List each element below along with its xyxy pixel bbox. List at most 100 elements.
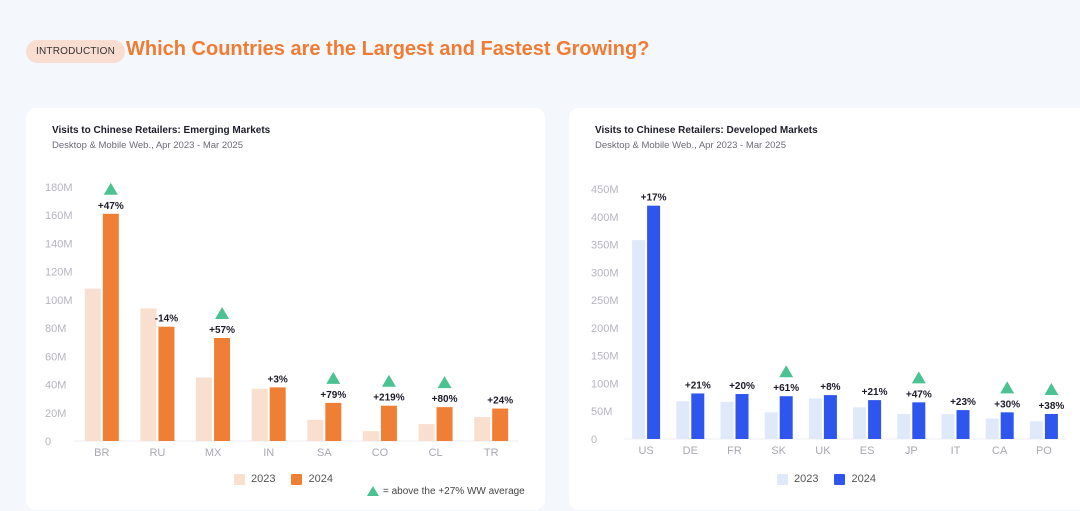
bar-2023-fr (720, 401, 734, 439)
above-average-triangle-icon (779, 365, 794, 378)
bar-2024-br (102, 213, 119, 441)
section-pill: INTRODUCTION (26, 40, 126, 63)
bar-2024-fr (735, 394, 749, 439)
bar-2023-mx (196, 377, 213, 441)
bar-2024-cl (436, 407, 453, 441)
legend-swatch-2023 (234, 473, 245, 485)
chart-legend: 2023 2024 (234, 473, 349, 485)
chart-legend: 2023 2024 (777, 473, 892, 485)
developed-markets-card: Visits to Chinese Retailers: Developed M… (569, 108, 1080, 510)
bar-2024-sk (779, 396, 793, 439)
x-tick-label: BR (94, 447, 109, 459)
data-label: +219% (373, 393, 405, 404)
above-average-triangle-icon (1000, 381, 1015, 394)
data-label: +79% (320, 390, 346, 401)
bar-2024-jp (912, 402, 926, 439)
bar-2024-es (868, 400, 882, 439)
data-label: +80% (432, 394, 458, 405)
bar-2023-uk (808, 398, 822, 439)
y-tick-label: 300M (591, 267, 619, 279)
y-tick-label: 20M (45, 408, 66, 420)
page-title: Which Countries are the Largest and Fast… (126, 38, 650, 60)
legend-swatch-2024 (834, 473, 846, 485)
bar-2023-de (676, 401, 690, 439)
legend-label-2024: 2024 (308, 473, 333, 485)
y-tick-label: 80M (45, 323, 66, 335)
bar-2023-it (941, 414, 955, 439)
y-tick-label: 0 (45, 436, 51, 448)
emerging-markets-card: Visits to Chinese Retailers: Emerging Ma… (26, 108, 545, 510)
data-label: +38% (1038, 401, 1064, 412)
bar-2023-ru (140, 308, 157, 441)
x-tick-label: US (638, 445, 653, 457)
legend-label-2023: 2023 (794, 473, 819, 485)
bar-2024-it (956, 410, 970, 439)
bar-2023-ca (985, 418, 999, 439)
developed-markets-chart: 0 50M 100M 150M 200M 250M 300M 350M 400M 450M US +1… (591, 184, 1066, 457)
data-label: +3% (268, 374, 288, 385)
legend-label-2024: 2024 (851, 473, 876, 485)
data-label: +23% (950, 397, 976, 408)
data-label: +24% (487, 396, 513, 407)
bar-2024-po (1044, 414, 1058, 439)
y-tick-label: 50M (591, 406, 612, 418)
x-tick-label: CO (372, 447, 389, 459)
above-average-triangle-icon (103, 182, 118, 195)
above-average-triangle-icon (381, 374, 396, 387)
bar-2023-cl (418, 424, 435, 441)
x-tick-label: IN (263, 447, 274, 459)
y-tick-label: 150M (591, 351, 619, 363)
x-tick-label: IT (951, 445, 961, 457)
bar-2023-co (362, 431, 379, 441)
y-tick-label: 180M (45, 182, 73, 194)
data-label: +30% (994, 399, 1020, 410)
bar-2023-in (251, 388, 268, 441)
chart-title: Visits to Chinese Retailers: Emerging Ma… (52, 125, 271, 136)
chart-subtitle: Desktop & Mobile Web., Apr 2023 - Mar 20… (595, 140, 786, 151)
bar-2024-uk (823, 395, 837, 439)
data-label: +8% (820, 382, 840, 393)
bar-2024-ca (1000, 412, 1014, 439)
y-tick-label: 200M (591, 323, 619, 335)
data-label: +47% (98, 201, 124, 212)
x-tick-label: CL (429, 447, 443, 459)
bar-2024-tr (492, 408, 509, 441)
legend-swatch-2024 (291, 473, 303, 485)
y-tick-label: 60M (45, 351, 66, 363)
y-tick-label: 160M (45, 210, 73, 222)
bar-2024-sa (325, 402, 342, 441)
y-tick-label: 450M (591, 184, 619, 196)
y-tick-label: 250M (591, 295, 619, 307)
bar-2023-po (1029, 421, 1043, 439)
data-label: +20% (729, 381, 755, 392)
y-tick-label: 350M (591, 240, 619, 252)
bar-2024-co (380, 405, 397, 441)
x-tick-label: PO (1036, 445, 1052, 457)
data-label: +21% (685, 380, 711, 391)
data-label: -14% (155, 314, 178, 325)
x-tick-label: SK (771, 445, 786, 457)
data-label: +21% (862, 387, 888, 398)
above-average-triangle-icon (326, 371, 341, 384)
triangle-icon (367, 486, 379, 496)
emerging-markets-chart: 0 20M 40M 60M 80M 100M 120M 140M 160M 180M BR +47% R… (45, 182, 519, 459)
bar-2023-sa (307, 419, 324, 441)
data-label: +17% (641, 193, 667, 204)
data-label: +47% (906, 389, 932, 400)
page-header: INTRODUCTION Which Countries are the Lar… (0, 0, 1080, 100)
above-average-triangle-icon (1044, 383, 1059, 395)
y-tick-label: 400M (591, 212, 619, 224)
bar-2023-tr (474, 417, 491, 441)
data-label: +57% (209, 325, 235, 336)
legend-swatch-2023 (777, 473, 788, 485)
above-average-triangle-icon (911, 371, 926, 384)
y-tick-label: 0 (591, 434, 597, 446)
y-tick-label: 100M (45, 295, 73, 307)
x-tick-label: JP (905, 445, 918, 457)
y-tick-label: 40M (45, 380, 66, 392)
y-tick-label: 120M (45, 267, 73, 279)
x-tick-label: UK (815, 445, 831, 457)
bar-2024-us (647, 205, 661, 439)
bar-2024-mx (214, 337, 231, 441)
y-tick-label: 140M (45, 238, 73, 250)
